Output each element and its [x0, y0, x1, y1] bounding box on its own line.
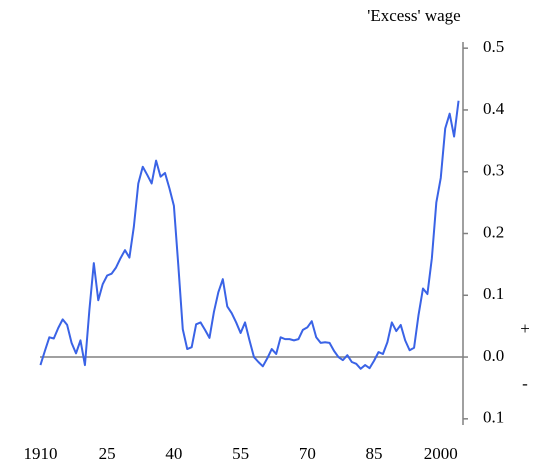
x-tick-label: 1910	[23, 444, 57, 463]
x-tick-label: 25	[99, 444, 116, 463]
y-tick-label: 0.0	[483, 346, 504, 365]
x-tick-label: 2000	[424, 444, 458, 463]
y-tick-label: 0.1	[483, 284, 504, 303]
x-tick-label: 40	[165, 444, 182, 463]
x-tick-label: 70	[299, 444, 316, 463]
y-tick-label: 0.5	[483, 37, 504, 56]
y-tick-label: 0.3	[483, 161, 504, 180]
x-tick-label: 55	[232, 444, 249, 463]
x-tick-label: 85	[366, 444, 383, 463]
chart-title: 'Excess' wage	[367, 6, 460, 25]
annotation: -	[522, 374, 528, 393]
y-tick-label: 0.2	[483, 222, 504, 241]
annotation: +	[520, 319, 530, 338]
y-tick-label: 0.4	[483, 99, 505, 118]
y-tick-label: 0.1	[483, 408, 504, 427]
line	[39, 100, 460, 370]
